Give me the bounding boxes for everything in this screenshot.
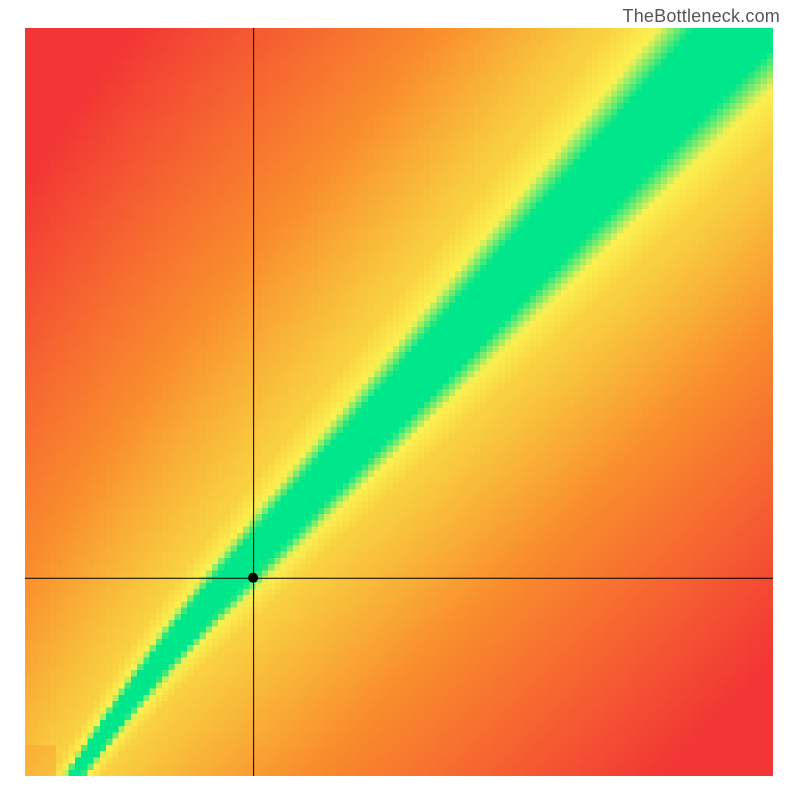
bottleneck-heatmap — [25, 28, 773, 776]
heatmap-overlay — [25, 28, 773, 776]
watermark-text: TheBottleneck.com — [623, 6, 780, 27]
